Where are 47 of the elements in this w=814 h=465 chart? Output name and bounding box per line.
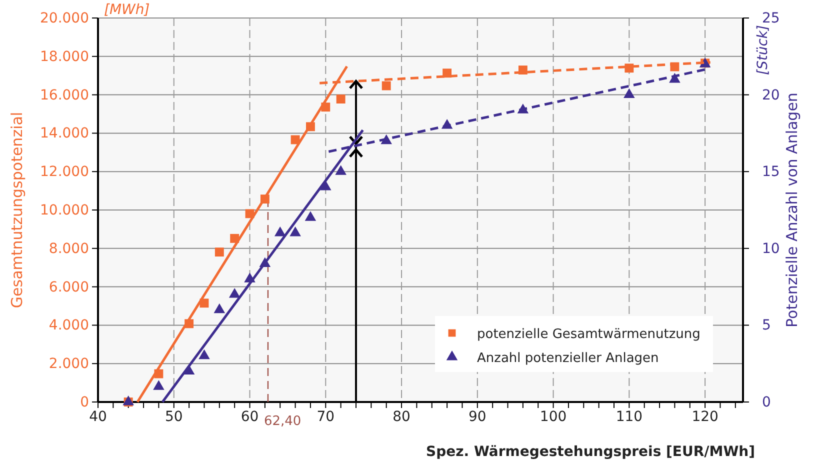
x-tick-label: 120 (692, 408, 718, 425)
y-tick-label: 2.000 (48, 356, 89, 372)
y2-tick-label: 20 (762, 87, 780, 104)
x-tick-label: 100 (540, 408, 567, 425)
y2-tick-label: 15 (762, 164, 780, 180)
point (198, 349, 210, 360)
point (122, 395, 134, 406)
point (228, 288, 240, 298)
x-axis-title: Spez. Wärmegestehungspreis [EUR/MWh] (426, 444, 755, 460)
ref-line-label: 62,40 (264, 414, 302, 429)
y-tick-label: 16.000 (40, 87, 89, 104)
y-tick-label: 8.000 (48, 240, 89, 257)
y-tick-label: 18.000 (40, 48, 89, 65)
y2-axis-title: Potenzielle Anzahl von Anlagen (783, 92, 801, 328)
legend-label: potenzielle Gesamtwärmenutzung (477, 327, 700, 342)
point (274, 226, 286, 236)
text: [MWh] (104, 2, 150, 18)
y-tick-label: 20.000 (40, 10, 89, 26)
y-axis-title: Gesamtnutzungspotenzial (8, 112, 26, 308)
y2-tick-label: 25 (762, 10, 780, 26)
y-tick-label: 14.000 (40, 126, 89, 142)
text: [Stück] (755, 25, 771, 75)
x-tick-label: 70 (316, 408, 335, 425)
point (214, 248, 224, 257)
x-tick-label: 40 (89, 408, 107, 425)
y-tick-label: 0 (80, 394, 89, 410)
y-tick-label: 6.000 (48, 279, 89, 296)
y2-tick-label: 0 (762, 394, 771, 410)
x-tick-label: 50 (164, 408, 183, 425)
point (624, 88, 635, 98)
y2-tick-label: 5 (762, 318, 771, 334)
y2-tick-label: 10 (762, 240, 780, 257)
y-tick-label: 4.000 (48, 318, 89, 334)
point (335, 165, 346, 175)
point (336, 94, 346, 104)
point (290, 226, 301, 236)
x-tick-label: 60 (240, 408, 259, 425)
point (304, 211, 316, 221)
point (214, 303, 226, 314)
point (153, 380, 164, 390)
y-tick-label: 10.000 (40, 202, 89, 218)
y-tick-label: 12.000 (40, 164, 89, 180)
point (382, 81, 391, 90)
x-tick-label: 110 (616, 408, 643, 425)
x-tick-label: 80 (392, 408, 410, 425)
x-tick-label: 90 (468, 408, 486, 425)
legend-label: Anzahl potenzieller Anlagen (477, 351, 659, 366)
